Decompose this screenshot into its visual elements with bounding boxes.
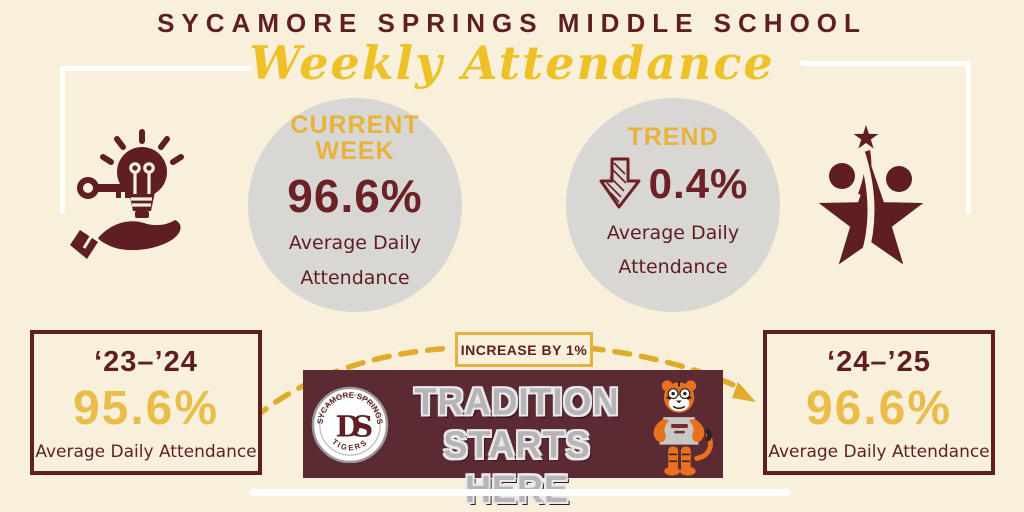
year-box-24-25: ‘24–’25 96.6% Average Daily Attendance [763,330,995,475]
year-curr-label: ‘24–’25 [827,346,931,378]
frame-bracket-right [800,61,970,66]
trend-value-row: 0.4% [598,155,749,213]
year-curr-caption: Average Daily Attendance [768,442,990,462]
current-week-caption-line1: Average Daily [288,232,422,254]
tiger-mascot-icon [653,380,713,476]
year-curr-value: 96.6% [805,382,953,435]
trend-stat-circle: TREND 0.4% Average Daily Attendance [566,98,780,312]
increase-badge: INCREASE BY 1% [455,332,593,367]
year-prev-value: 95.6% [72,382,220,435]
reaching-star-icon [818,125,924,266]
current-week-value: 96.6% [287,170,423,222]
banner-slogan-line1: TRADITION [414,380,620,424]
bottom-divider-line [250,489,790,496]
year-prev-label: ‘23–’24 [94,346,198,378]
hand-key-lightbulb-icon [70,129,184,259]
trend-caption-line2: Attendance [618,256,728,279]
school-crest-logo: SYCAMORE SPRINGS TIGERS DS [311,386,389,463]
sketched-down-arrow-icon [599,157,641,208]
frame-bracket-right-vertical [966,61,971,214]
banner-slogan-line2: STARTS HERE [443,423,591,510]
current-week-caption-line2: Attendance [300,266,410,289]
year-prev-caption: Average Daily Attendance [35,442,257,462]
current-week-stat-circle: CURRENT WEEK 96.6% Average Daily Attenda… [248,98,462,312]
tradition-banner: SYCAMORE SPRINGS TIGERS DS TRADITION STA… [303,370,723,510]
trend-caption-line1: Average Daily [606,221,740,244]
frame-bracket-left-vertical [60,66,65,214]
current-week-label: CURRENT WEEK [290,111,420,165]
frame-bracket-left [62,66,252,71]
page-title: SYCAMORE SPRINGS MIDDLE SCHOOL [157,8,867,38]
increase-badge-label: INCREASE BY 1% [460,341,588,358]
trend-label: TREND [627,123,719,151]
page-subtitle: Weekly Attendance [249,36,775,90]
year-box-23-24: ‘23–’24 95.6% Average Daily Attendance [30,330,262,475]
banner-slogan: TRADITION STARTS HERE [399,380,635,510]
trend-value: 0.4% [648,159,749,207]
